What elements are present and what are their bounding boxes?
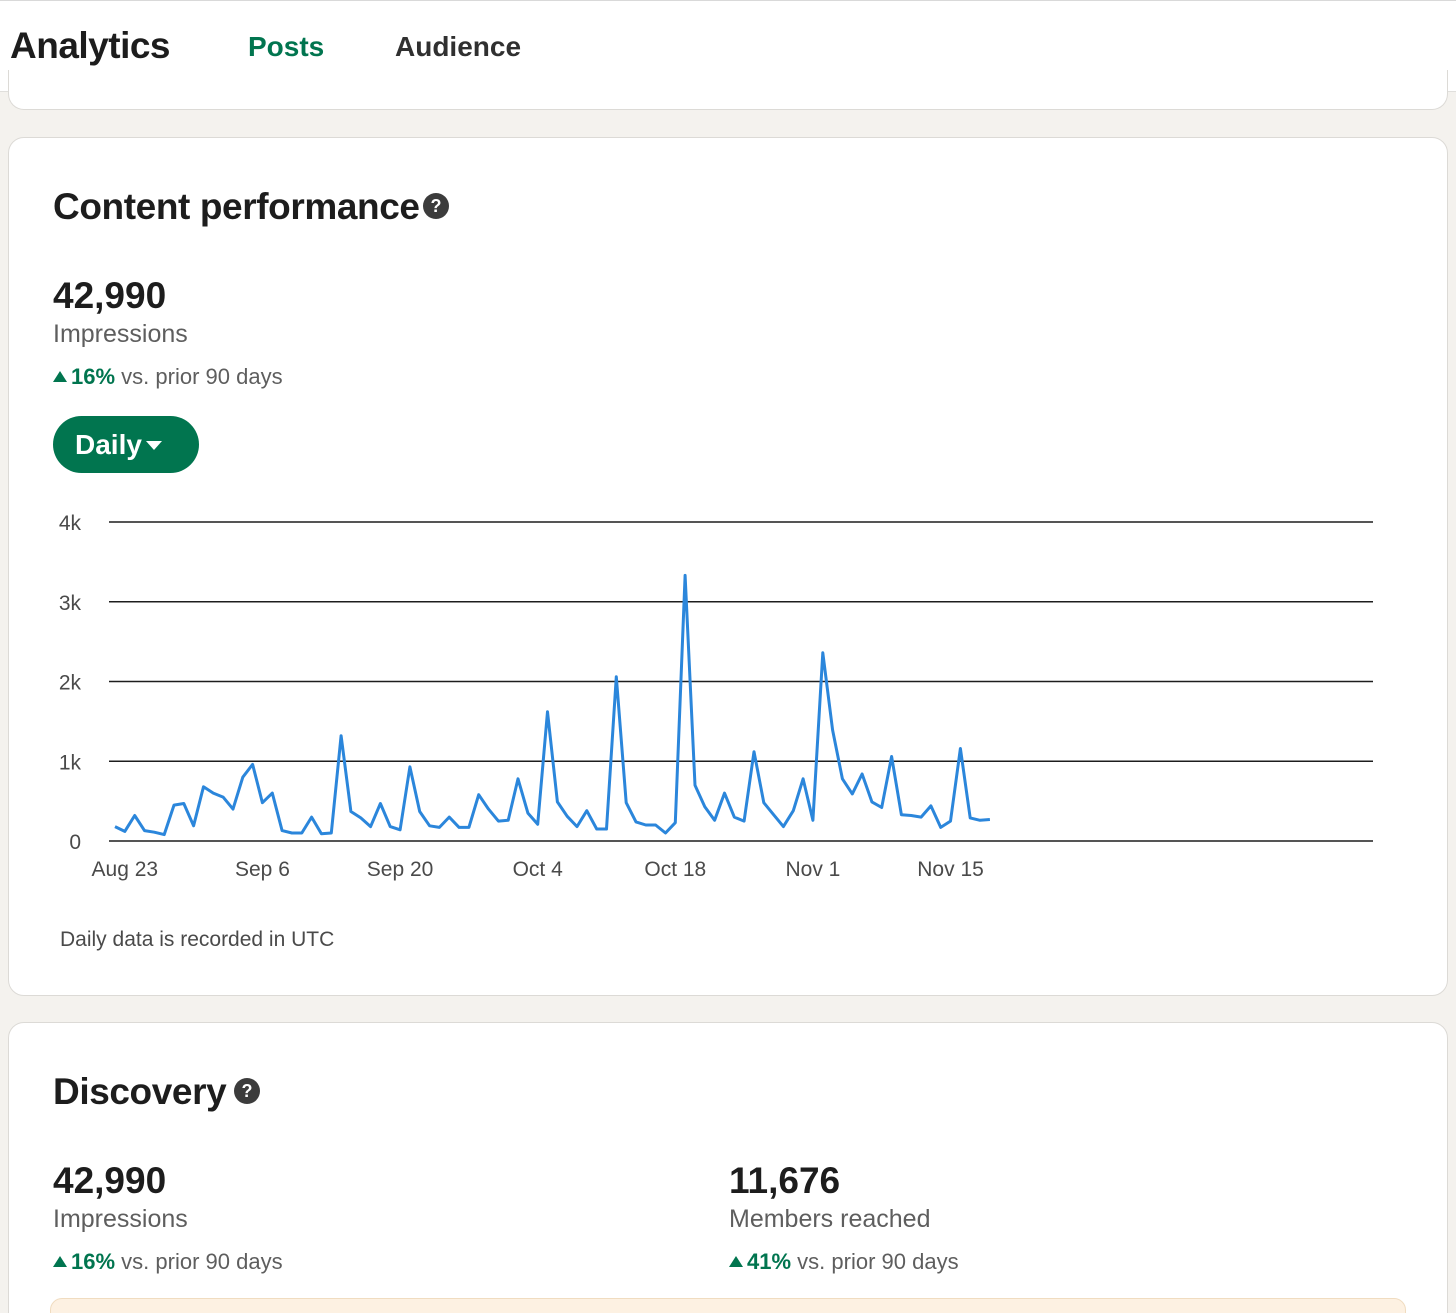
y-tick-label: 2k (59, 672, 82, 695)
impressions-value: 42,990 (53, 275, 167, 316)
discovery-impressions-value: 42,990 (53, 1160, 167, 1201)
y-tick-label: 1k (59, 751, 82, 774)
interval-label: Daily (75, 429, 142, 460)
members-reached-change: 41% vs. prior 90 days (729, 1249, 959, 1275)
discovery-title: Discovery (53, 1071, 227, 1112)
x-tick-label: Aug 23 (92, 858, 159, 881)
impressions-series-line[interactable] (114, 573, 991, 837)
impressions-label: Impressions (53, 320, 188, 348)
trend-up-icon (53, 1256, 67, 1267)
content-performance-title: Content performance (53, 186, 420, 227)
y-tick-label: 0 (69, 831, 81, 854)
content-performance-card: Content performance ? 42,990 Impressions… (8, 137, 1448, 996)
x-tick-label: Sep 20 (367, 858, 434, 881)
question-circle-icon[interactable]: ? (423, 193, 449, 219)
change-percent: 41% (747, 1249, 792, 1274)
trend-up-icon (53, 371, 67, 382)
x-tick-label: Oct 18 (644, 858, 706, 881)
members-reached-label: Members reached (729, 1205, 931, 1233)
tab-posts[interactable]: Posts (248, 31, 325, 62)
question-circle-icon[interactable]: ? (234, 1078, 260, 1104)
change-text: vs. prior 90 days (797, 1249, 959, 1274)
change-text: vs. prior 90 days (121, 1249, 283, 1274)
x-tick-label: Nov 15 (917, 858, 984, 881)
trend-up-icon (729, 1256, 743, 1267)
y-tick-label: 4k (59, 512, 82, 535)
tab-audience[interactable]: Audience (395, 31, 522, 62)
page-title: Analytics (10, 25, 171, 66)
discovery-card: Discovery ? 42,990 Impressions 16% vs. p… (8, 1022, 1448, 1313)
utc-note: Daily data is recorded in UTC (60, 928, 335, 951)
discovery-impressions-change: 16% vs. prior 90 days (53, 1249, 283, 1275)
previous-card (8, 70, 1448, 110)
impressions-change: 16% vs. prior 90 days (53, 364, 283, 390)
discovery-impressions-label: Impressions (53, 1205, 188, 1233)
interval-dropdown-button[interactable]: Daily (53, 416, 199, 473)
info-banner (50, 1298, 1406, 1313)
x-tick-label: Oct 4 (513, 858, 564, 881)
members-reached-value: 11,676 (729, 1160, 841, 1201)
change-percent: 16% (71, 364, 116, 389)
x-tick-label: Nov 1 (786, 858, 841, 881)
caret-down-icon (145, 441, 162, 450)
change-text: vs. prior 90 days (121, 364, 283, 389)
x-tick-label: Sep 6 (235, 858, 290, 881)
impressions-line-chart: 0 1k 2k 3k 4k Aug 23 Sep 6 Sep 20 Oct 4 Oct 18 Nov… (59, 512, 1373, 881)
y-tick-label: 3k (59, 592, 82, 615)
change-percent: 16% (71, 1249, 116, 1274)
